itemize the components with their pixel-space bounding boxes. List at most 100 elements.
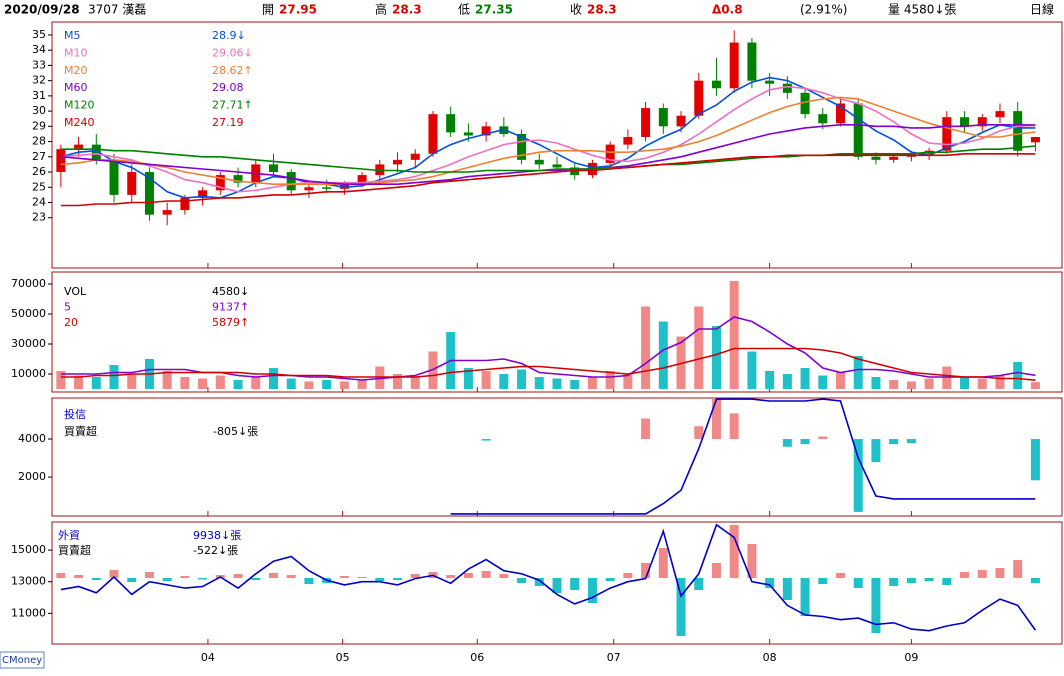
bar — [924, 378, 934, 389]
bar — [570, 578, 580, 590]
bar — [534, 578, 544, 586]
x-tick-label: 07 — [607, 651, 621, 664]
open: 27.95 — [279, 3, 317, 17]
candle-body — [995, 111, 1005, 118]
bar — [109, 365, 119, 389]
bar — [836, 573, 846, 578]
bar — [906, 381, 916, 389]
legend-value: 9938↓張 — [193, 529, 241, 542]
bar — [587, 578, 597, 603]
line — [60, 76, 1036, 199]
bar — [853, 578, 863, 588]
bar — [357, 380, 367, 389]
bar — [304, 578, 314, 584]
change: Δ0.8 — [712, 3, 743, 17]
bar — [818, 578, 828, 584]
line — [60, 347, 1036, 381]
bar — [747, 351, 757, 389]
y-tick-label: 24 — [32, 196, 46, 209]
bar — [74, 575, 84, 578]
y-tick-label: 10000 — [11, 367, 46, 380]
bar — [251, 377, 261, 389]
y-tick-label: 27 — [32, 150, 46, 163]
legend-value: 27.19 — [212, 116, 244, 129]
bar — [534, 377, 544, 389]
bar — [251, 578, 261, 580]
date: 2020/09/28 — [4, 3, 80, 17]
y-tick-label: 28 — [32, 135, 46, 148]
bar — [56, 573, 66, 578]
bar — [889, 578, 899, 586]
high: 28.3 — [392, 3, 422, 17]
bar — [641, 418, 651, 440]
candle-body — [410, 153, 420, 160]
bar — [304, 381, 314, 389]
bar — [729, 413, 739, 440]
y-tick-label: 30000 — [11, 337, 46, 350]
bar — [162, 578, 172, 581]
candle-body — [268, 164, 278, 173]
x-tick-label: 06 — [470, 651, 484, 664]
period: 日線 — [1030, 2, 1054, 17]
bar — [570, 380, 580, 389]
bar — [552, 378, 562, 389]
bar — [393, 578, 403, 580]
bar — [109, 570, 119, 578]
legend-name: 5 — [64, 301, 71, 314]
bar — [410, 377, 420, 389]
bar — [765, 578, 775, 588]
brand-box — [0, 651, 45, 669]
legend-name: VOL — [64, 285, 87, 298]
bar — [942, 578, 952, 585]
y-tick-label: 15000 — [11, 543, 46, 556]
bar — [481, 439, 491, 441]
line — [60, 153, 1036, 207]
y-tick-label: 25 — [32, 180, 46, 193]
candle-body — [304, 187, 314, 191]
bar — [995, 568, 1005, 578]
candle-body — [322, 187, 332, 189]
bar — [91, 377, 101, 389]
candle-body — [836, 103, 846, 124]
legend-name: M120 — [64, 99, 95, 112]
bar — [747, 544, 757, 578]
candle-body — [517, 133, 527, 160]
bar — [74, 375, 84, 389]
candle-body — [605, 144, 615, 163]
y-tick-label: 32 — [32, 74, 46, 87]
bar — [339, 381, 349, 389]
bar — [871, 439, 881, 463]
bar — [215, 375, 225, 389]
candle-body — [818, 114, 828, 124]
candle-body — [960, 117, 970, 127]
panel-frame — [51, 21, 1063, 269]
low: 27.35 — [475, 3, 513, 17]
candle-body — [91, 144, 101, 160]
high-label: 高 — [375, 2, 387, 17]
candle-body — [782, 83, 792, 93]
bar — [800, 578, 810, 616]
bar — [552, 578, 562, 593]
bar — [694, 306, 704, 389]
legend-value: 29.08 — [212, 81, 244, 94]
legend-value: 4580↓ — [212, 285, 249, 298]
bar — [375, 578, 385, 581]
bar — [91, 578, 101, 580]
legend-name: 20 — [64, 316, 78, 329]
candle-body — [180, 197, 190, 211]
bar — [960, 377, 970, 389]
bar — [977, 570, 987, 578]
bar — [357, 577, 367, 578]
candle-body — [942, 117, 952, 151]
y-tick-label: 50000 — [11, 307, 46, 320]
bar — [729, 525, 739, 578]
bar — [127, 578, 137, 582]
bar — [180, 377, 190, 389]
bar — [836, 372, 846, 389]
candle-body — [127, 172, 137, 195]
candle-body — [428, 114, 438, 154]
candle-body — [711, 80, 721, 89]
stock: 3707 漢磊 — [88, 3, 146, 17]
